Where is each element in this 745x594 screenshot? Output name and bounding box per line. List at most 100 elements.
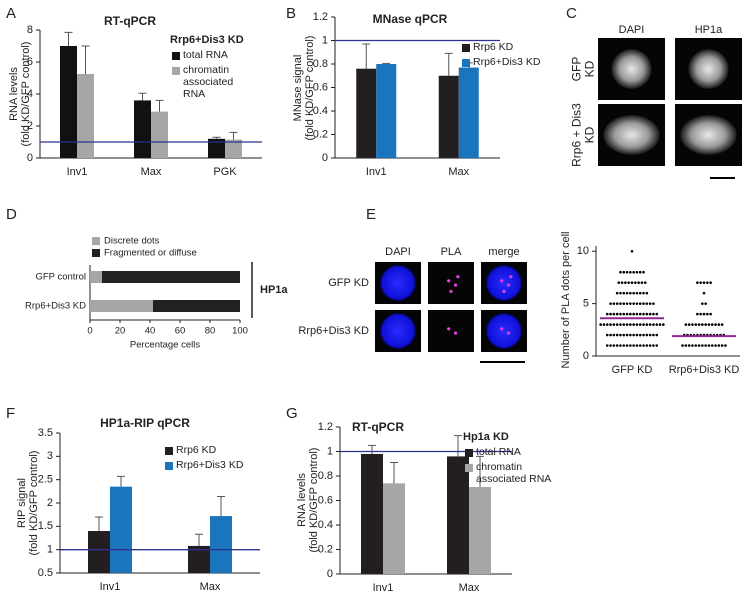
dot — [629, 312, 632, 316]
pla-dot — [447, 279, 451, 283]
dot — [652, 333, 655, 337]
dot — [645, 302, 649, 305]
legend-swatch — [165, 462, 173, 470]
dot — [632, 302, 635, 305]
dot — [635, 270, 639, 274]
panel-letter: B — [286, 5, 296, 22]
legend-title: Hp1a KD — [463, 431, 509, 443]
bar-segment — [90, 271, 102, 283]
pla-dot — [507, 283, 511, 287]
dot — [605, 323, 609, 326]
x-tick-label: Max — [459, 582, 480, 594]
legend-label-box: chromatin associated RNA — [476, 461, 551, 485]
dot — [615, 291, 619, 295]
dot — [642, 302, 645, 305]
dot — [714, 323, 717, 326]
x-tick-label: GFP KD — [612, 364, 653, 376]
dot — [615, 312, 619, 316]
legend-label: Rrp6+Dis3 KD — [473, 56, 541, 68]
dot — [619, 302, 622, 305]
dot — [720, 323, 724, 326]
dot — [619, 312, 622, 316]
dot — [627, 281, 630, 284]
pla-dot — [449, 289, 453, 293]
column-header: DAPI — [385, 246, 411, 258]
y-tick-label: 1 — [47, 544, 53, 556]
dot — [710, 323, 714, 326]
row-label: GFP — [570, 57, 584, 82]
x-tick-label: 80 — [205, 326, 216, 337]
dot — [652, 312, 655, 316]
bar — [458, 67, 479, 158]
x-tick-label: 100 — [232, 326, 248, 337]
chart-title: RT-qPCR — [352, 420, 404, 434]
bar — [110, 486, 132, 573]
bar — [88, 531, 110, 573]
y-tick-label: 2.5 — [38, 474, 53, 486]
dot — [645, 323, 649, 326]
pla-dot — [454, 331, 458, 335]
y-tick-label: 0.4 — [313, 105, 328, 117]
legend-label: Rrp6 KD — [473, 41, 514, 53]
panel-letter: E — [366, 206, 376, 223]
x-tick-label: Max — [448, 166, 469, 178]
dot — [624, 281, 627, 284]
error-bar — [217, 495, 225, 517]
dot — [629, 302, 632, 305]
row-label: Rrp6 + Dis3 — [570, 103, 584, 167]
dot — [605, 344, 609, 347]
y-tick-label: 4 — [27, 88, 33, 100]
dot — [622, 270, 626, 274]
dot — [629, 291, 632, 295]
nucleus — [603, 115, 660, 155]
error-bar — [476, 455, 484, 488]
error-bar — [195, 533, 203, 546]
dot — [625, 333, 629, 337]
dot — [625, 270, 629, 274]
dot — [707, 344, 711, 347]
y-axis-label: (fold KD/GFP control) — [308, 448, 320, 553]
dot — [697, 323, 701, 326]
dot — [615, 302, 619, 305]
legend-swatch — [465, 464, 473, 472]
bar — [356, 68, 377, 158]
row-label: GFP KD — [328, 277, 369, 289]
y-tick-label: 2 — [47, 497, 53, 509]
dot — [701, 344, 704, 347]
dot — [655, 323, 659, 326]
dot — [696, 312, 699, 316]
row-label: Rrp6+Dis3 KD — [298, 325, 369, 337]
y-tick-label: 1.2 — [313, 11, 328, 23]
dot — [642, 333, 645, 337]
pla-dot — [507, 331, 511, 335]
legend-swatch — [462, 44, 470, 52]
y-axis-label: Number of PLA dots per cell — [560, 232, 572, 369]
bar — [361, 453, 383, 574]
legend-swatch — [165, 447, 173, 455]
dot — [640, 281, 644, 284]
dot — [620, 281, 624, 284]
dot — [630, 249, 634, 253]
dot — [617, 281, 621, 284]
error-bar — [212, 136, 221, 139]
bar — [225, 139, 242, 158]
dot — [704, 302, 707, 305]
x-tick-label: Inv1 — [366, 166, 387, 178]
dot — [701, 302, 704, 305]
x-tick-label: Inv1 — [100, 581, 121, 593]
y-tick-label: 1 — [327, 445, 333, 457]
legend-label-box: Rrp6 KD — [176, 444, 216, 456]
dot — [630, 281, 634, 284]
legend-label-box: Rrp6 KD — [473, 41, 514, 53]
bar-segment — [153, 300, 240, 312]
legend-swatch — [465, 449, 473, 457]
error-bar — [117, 475, 125, 487]
dot — [609, 344, 612, 347]
chart-title: HP1a-RIP qPCR — [100, 416, 190, 430]
dot — [655, 333, 659, 337]
dot — [612, 312, 616, 316]
bar — [376, 64, 397, 158]
y-tick-label: 2 — [27, 120, 33, 132]
dot — [634, 281, 637, 284]
